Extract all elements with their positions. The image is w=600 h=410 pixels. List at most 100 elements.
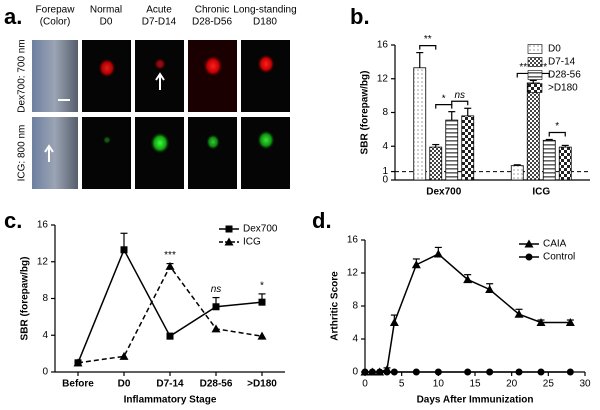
significance-bracket <box>419 44 437 50</box>
x-tick-label: D7-14 <box>156 379 184 390</box>
marker <box>411 260 421 269</box>
legend-label: >D180 <box>548 83 578 94</box>
row-label: ICG: 800 nm <box>17 125 28 182</box>
series-line <box>77 264 263 364</box>
x-tick-label: D0 <box>118 379 131 390</box>
marker <box>486 368 494 376</box>
photo <box>32 40 78 112</box>
marker <box>258 298 266 306</box>
column-header: D7-D14 <box>142 17 177 28</box>
marker <box>485 285 495 293</box>
y-tick-label: 16 <box>377 40 389 51</box>
marker <box>434 368 442 376</box>
marker <box>566 368 574 376</box>
marker <box>165 261 175 270</box>
panel-label: a. <box>4 4 22 29</box>
bar <box>429 146 443 181</box>
bar <box>526 82 540 181</box>
significance-bracket <box>548 131 566 137</box>
marker <box>514 309 524 318</box>
y-tick-label: 12 <box>347 268 359 279</box>
significance-label: *** <box>519 62 531 73</box>
column-header: Long-standing <box>233 5 296 16</box>
marker <box>73 358 83 367</box>
x-axis-title: Inflammatory Stage <box>124 395 217 406</box>
x-axis-title: Days After Immunization <box>417 395 534 406</box>
marker <box>211 324 221 333</box>
legend-swatch <box>527 44 543 54</box>
y-tick-label: 4 <box>382 141 388 152</box>
marker <box>389 318 399 326</box>
y-tick-label: 0 <box>382 175 388 186</box>
marker <box>433 249 443 258</box>
x-tick-label: D28-56 <box>200 379 233 390</box>
y-axis-title: SBR (forepaw/bg) <box>360 71 371 155</box>
marker <box>565 318 575 326</box>
panel-label: d. <box>312 208 332 233</box>
marker <box>537 368 545 376</box>
x-tick-label: ICG <box>532 187 550 198</box>
marker <box>225 225 233 233</box>
marker <box>464 368 472 376</box>
significance-bracket <box>435 104 453 109</box>
x-tick-label: 5 <box>399 379 405 390</box>
y-axis-title: SBR (forepaw/bg) <box>20 257 31 341</box>
marker <box>120 246 128 254</box>
significance-label: ns <box>454 90 465 101</box>
fluorescence-images <box>82 40 290 189</box>
arrow <box>155 72 165 90</box>
y-tick-label: 16 <box>347 235 359 246</box>
y-tick-label: 4 <box>352 334 358 345</box>
y-tick-label: 0 <box>42 367 48 378</box>
x-tick-label: Before <box>62 379 94 390</box>
y-tick-label: 1 <box>382 166 388 177</box>
bar <box>461 115 475 181</box>
y-tick-label: 8 <box>382 107 388 118</box>
marker <box>257 331 267 340</box>
significance-label: * <box>555 121 559 132</box>
legend-label: D0 <box>548 44 561 55</box>
marker <box>390 368 398 376</box>
bar <box>542 139 556 181</box>
bar <box>445 119 459 181</box>
marker <box>536 318 546 326</box>
bar <box>510 165 524 181</box>
marker <box>515 368 523 376</box>
marker <box>383 368 391 376</box>
panel-label: b. <box>350 4 370 29</box>
legend-label: D28-56 <box>548 70 581 81</box>
bar <box>413 67 427 181</box>
image-grid <box>32 40 290 189</box>
significance-label: *** <box>535 62 547 73</box>
legend-label: D7-14 <box>548 57 576 68</box>
marker <box>119 351 129 360</box>
x-tick-label: Dex700 <box>426 187 461 198</box>
y-tick-label: 12 <box>377 73 389 84</box>
column-header: Normal <box>90 5 122 16</box>
arrow <box>44 144 54 162</box>
column-header: Acute <box>146 5 172 16</box>
y-tick-label: 16 <box>37 220 49 231</box>
column-header: D180 <box>253 17 277 28</box>
x-tick-label: 20 <box>506 379 518 390</box>
column-header: D28-D56 <box>192 17 232 28</box>
legend-label: Control <box>543 252 575 263</box>
column-header: D0 <box>100 17 113 28</box>
y-tick-label: 4 <box>42 330 48 341</box>
legend-label: CAIA <box>543 239 567 250</box>
y-tick-label: 0 <box>352 367 358 378</box>
significance-label: * <box>442 93 446 104</box>
x-tick-label: 30 <box>579 379 591 390</box>
panel-label: c. <box>4 208 22 233</box>
x-tick-label: >D180 <box>247 379 277 390</box>
column-header: Chronic <box>195 5 229 16</box>
significance-label: * <box>260 281 264 292</box>
x-tick-label: 0 <box>362 379 368 390</box>
legend-label: ICG <box>243 237 261 248</box>
y-tick-label: 12 <box>37 256 49 267</box>
legend-label: Dex700 <box>243 224 278 235</box>
marker <box>212 303 220 311</box>
marker <box>376 368 384 376</box>
x-tick-label: 10 <box>433 379 445 390</box>
